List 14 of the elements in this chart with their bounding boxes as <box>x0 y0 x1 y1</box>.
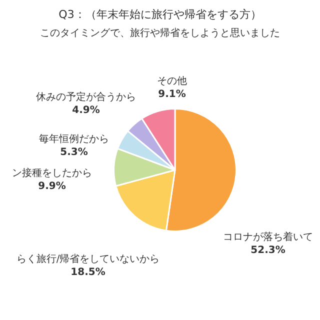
data-label: 18.5% <box>70 267 106 278</box>
chart-title: Q3：（年末年始に旅行や帰省をする方） <box>58 8 262 21</box>
slice-label: 休みの予定が合うから <box>36 91 136 103</box>
data-label: 5.3% <box>60 147 88 158</box>
chart-subtitle: このタイミングで、旅行や帰省をしようと思いました <box>40 27 280 39</box>
slice-label: らく旅行/帰省をしていないから <box>16 253 160 265</box>
slice-label: その他 <box>157 75 187 87</box>
data-label: 52.3% <box>250 245 286 256</box>
slice-label: コロナが落ち着いて <box>223 231 313 243</box>
data-label: 4.9% <box>72 105 100 116</box>
data-label: 9.9% <box>38 181 66 192</box>
slice-label: ン接種をしたから <box>12 167 92 179</box>
slice-label: 毎年恒例だから <box>39 133 109 145</box>
data-label: 9.1% <box>158 89 186 100</box>
